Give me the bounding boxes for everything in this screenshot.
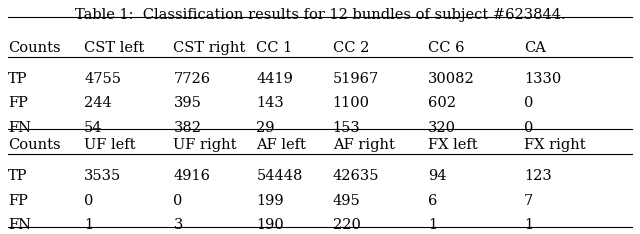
Text: CA: CA bbox=[524, 41, 546, 55]
Text: FX left: FX left bbox=[428, 138, 478, 152]
Text: 1330: 1330 bbox=[524, 72, 561, 86]
Text: 199: 199 bbox=[256, 194, 284, 208]
Text: Table 1:  Classification results for 12 bundles of subject #623844.: Table 1: Classification results for 12 b… bbox=[75, 8, 565, 22]
Text: FP: FP bbox=[8, 194, 28, 208]
Text: 602: 602 bbox=[428, 96, 456, 110]
Text: CC 2: CC 2 bbox=[333, 41, 369, 55]
Text: 51967: 51967 bbox=[333, 72, 379, 86]
Text: 220: 220 bbox=[333, 218, 360, 232]
Text: UF right: UF right bbox=[173, 138, 237, 152]
Text: 1100: 1100 bbox=[333, 96, 370, 110]
Text: 0: 0 bbox=[524, 96, 533, 110]
Text: FN: FN bbox=[8, 121, 31, 135]
Text: TP: TP bbox=[8, 169, 28, 183]
Text: 30082: 30082 bbox=[428, 72, 475, 86]
Text: 4755: 4755 bbox=[84, 72, 121, 86]
Text: 29: 29 bbox=[256, 121, 275, 135]
Text: 1: 1 bbox=[84, 218, 93, 232]
Text: 3: 3 bbox=[173, 218, 183, 232]
Text: 395: 395 bbox=[173, 96, 202, 110]
Text: 3535: 3535 bbox=[84, 169, 122, 183]
Text: 6: 6 bbox=[428, 194, 438, 208]
Text: 244: 244 bbox=[84, 96, 112, 110]
Text: CC 6: CC 6 bbox=[428, 41, 465, 55]
Text: AF left: AF left bbox=[256, 138, 306, 152]
Text: 0: 0 bbox=[524, 121, 533, 135]
Text: 1: 1 bbox=[428, 218, 438, 232]
Text: 4916: 4916 bbox=[173, 169, 211, 183]
Text: CC 1: CC 1 bbox=[256, 41, 292, 55]
Text: 0: 0 bbox=[173, 194, 183, 208]
Text: 7: 7 bbox=[524, 194, 533, 208]
Text: 495: 495 bbox=[333, 194, 360, 208]
Text: 54: 54 bbox=[84, 121, 103, 135]
Text: 54448: 54448 bbox=[256, 169, 303, 183]
Text: FX right: FX right bbox=[524, 138, 586, 152]
Text: FN: FN bbox=[8, 218, 31, 232]
Text: 320: 320 bbox=[428, 121, 456, 135]
Text: 42635: 42635 bbox=[333, 169, 380, 183]
Text: CST left: CST left bbox=[84, 41, 145, 55]
Text: 123: 123 bbox=[524, 169, 552, 183]
Text: AF right: AF right bbox=[333, 138, 395, 152]
Text: 7726: 7726 bbox=[173, 72, 211, 86]
Text: 0: 0 bbox=[84, 194, 93, 208]
Text: 143: 143 bbox=[256, 96, 284, 110]
Text: 1: 1 bbox=[524, 218, 533, 232]
Text: 4419: 4419 bbox=[256, 72, 293, 86]
Text: CST right: CST right bbox=[173, 41, 246, 55]
Text: 153: 153 bbox=[333, 121, 360, 135]
Text: 382: 382 bbox=[173, 121, 202, 135]
Text: Counts: Counts bbox=[8, 41, 60, 55]
Text: 94: 94 bbox=[428, 169, 447, 183]
Text: 190: 190 bbox=[256, 218, 284, 232]
Text: Counts: Counts bbox=[8, 138, 60, 152]
Text: UF left: UF left bbox=[84, 138, 136, 152]
Text: FP: FP bbox=[8, 96, 28, 110]
Text: TP: TP bbox=[8, 72, 28, 86]
